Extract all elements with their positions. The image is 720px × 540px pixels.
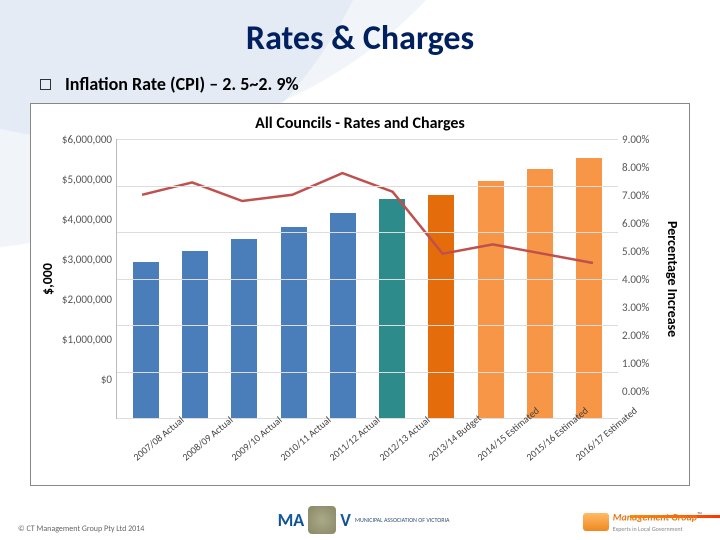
right-logo-sub: Experts in Local Government [613,525,683,533]
x-label: 2014/15 Estimated [474,437,532,500]
trend-line [142,173,593,263]
y-left-tick: $5,000,000 [58,173,112,213]
right-logo-text: Management Group [613,511,697,524]
chart-title: All Councils - Rates and Charges [37,114,683,133]
center-logo: MA V MUNICIPAL ASSOCIATION OF VICTORIA [278,506,450,534]
y-right-tick: 5.00% [622,245,662,273]
copyright-text: © CT Management Group Pty Ltd 2014 [18,524,144,534]
y-left-tick: $6,000,000 [58,133,112,173]
australia-icon [583,513,609,531]
gridline [117,372,618,373]
y-right-tick: 9.00% [622,133,662,161]
x-label: 2016/17 Estimated [573,437,631,500]
y-right-ticks: 9.00%8.00%7.00%6.00%5.00%4.00%3.00%2.00%… [618,139,662,419]
gridline [117,232,618,233]
y-left-tick: $0 [58,373,112,413]
y-left-tick: $3,000,000 [58,253,112,293]
chart-container: All Councils - Rates and Charges $,000 $… [30,103,690,486]
bullet-row: Inflation Rate (CPI) – 2. 5~2. 9% [40,73,690,95]
right-logo: Management Group™ Experts in Local Gover… [583,510,702,534]
x-label: 2012/13 Actual [376,437,434,500]
maav-logo-icon-2: V [340,509,351,531]
y-right-tick: 7.00% [622,189,662,217]
y-right-tick: 2.00% [622,329,662,357]
gridline [117,325,618,326]
y-right-tick: 1.00% [622,357,662,385]
x-label: 2009/10 Actual [228,437,286,500]
bullet-icon [40,79,51,90]
y-left-axis-label: $,000 [37,263,58,295]
maav-logo-icon: MA [278,509,305,531]
y-right-tick: 4.00% [622,273,662,301]
x-axis-labels: 2007/08 Actual2008/09 Actual2009/10 Actu… [117,419,617,479]
x-label: 2011/12 Actual [327,437,385,500]
x-label: 2010/11 Actual [278,437,336,500]
y-left-tick: $2,000,000 [58,293,112,333]
slide-title: Rates & Charges [30,18,690,59]
bullet-text: Inflation Rate (CPI) – 2. 5~2. 9% [65,73,299,95]
y-left-tick: $1,000,000 [58,333,112,373]
gridline [117,279,618,280]
y-right-tick: 3.00% [622,301,662,329]
x-label: 2013/14 Budget [425,437,483,500]
y-right-tick: 8.00% [622,161,662,189]
x-label: 2008/09 Actual [179,437,237,500]
x-label: 2007/08 Actual [130,437,188,500]
y-left-tick: $4,000,000 [58,213,112,253]
crest-icon [308,506,336,534]
gridline [117,186,618,187]
gridline [117,139,618,140]
x-label: 2015/16 Estimated [524,437,582,500]
y-right-tick: 6.00% [622,217,662,245]
chart-plot [116,139,618,419]
footer: © CT Management Group Pty Ltd 2014 MA V … [0,506,720,534]
center-logo-sub: MUNICIPAL ASSOCIATION OF VICTORIA [355,516,450,524]
y-left-ticks: $6,000,000$5,000,000$4,000,000$3,000,000… [58,139,116,419]
y-right-axis-label: Percentage Increase [662,221,683,337]
